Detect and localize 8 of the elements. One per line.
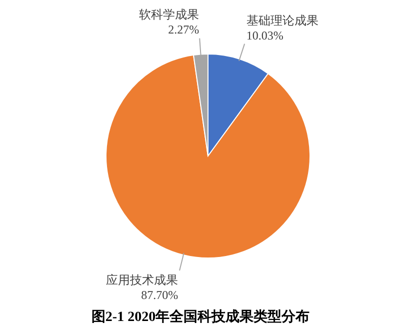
data-label: 87.70%: [141, 288, 178, 302]
data-label: 10.03%: [246, 28, 284, 42]
data-label: 2.27%: [168, 22, 200, 36]
slice-label: 基础理论成果: [246, 13, 318, 28]
slice-label: 应用技术成果: [106, 273, 178, 288]
slice-label: 软科学成果: [139, 7, 200, 22]
pie-slice: [106, 54, 310, 258]
text: 图2-1 2020年全国科技成果类型分布: [91, 309, 310, 325]
